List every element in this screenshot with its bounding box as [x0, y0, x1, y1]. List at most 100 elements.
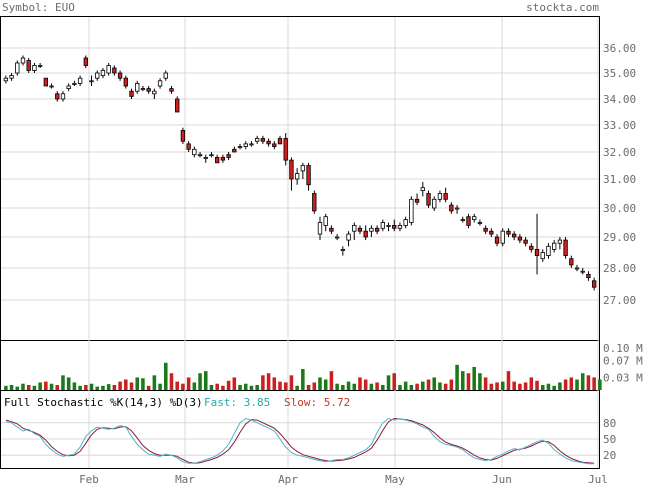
- candle-body: [260, 138, 266, 142]
- volume-bar: [66, 377, 71, 390]
- candle-body: [334, 236, 340, 239]
- volume-bar: [489, 383, 494, 390]
- candle-body: [175, 98, 180, 113]
- candle-body: [32, 65, 37, 71]
- volume-bar: [438, 382, 442, 390]
- volume-bar: [369, 383, 374, 390]
- volume-bar: [415, 383, 419, 390]
- candle-body: [483, 227, 488, 232]
- volume-bar: [506, 371, 511, 390]
- candle-body: [186, 143, 191, 150]
- volume-bar: [141, 378, 145, 390]
- volume-bar: [186, 377, 191, 390]
- volume-tick-label: 0.07 M: [603, 355, 643, 368]
- candle-body: [540, 252, 545, 260]
- volume-bar: [295, 385, 299, 390]
- candle-body: [352, 224, 357, 232]
- candle-body: [534, 248, 540, 256]
- volume-bar: [500, 381, 505, 390]
- candle-body: [551, 242, 557, 250]
- candle-body: [517, 236, 523, 241]
- candle-body: [397, 224, 403, 229]
- volume-axis: 0.03 M 0.07 M0.10 M: [603, 342, 643, 384]
- volume-bar: [203, 371, 208, 390]
- month-label: Jul: [588, 473, 608, 486]
- candle-body: [523, 239, 528, 244]
- volume-bar: [9, 384, 14, 390]
- candle-body: [283, 138, 288, 161]
- candle-body: [129, 90, 134, 97]
- month-label: May: [385, 473, 405, 486]
- volume-bar: [546, 383, 551, 390]
- candle-body: [77, 77, 83, 84]
- candle-body: [83, 57, 88, 66]
- candle-body: [323, 216, 328, 226]
- candle-body: [106, 65, 111, 74]
- volume-bar: [226, 380, 231, 390]
- candle-body: [449, 204, 454, 212]
- volume-bar: [495, 382, 499, 390]
- candle-body: [460, 219, 465, 222]
- candle-body: [294, 173, 300, 180]
- volume-bar: [238, 384, 242, 390]
- volume-bar: [44, 381, 48, 390]
- volume-bar: [529, 377, 534, 390]
- volume-bar: [55, 384, 60, 390]
- candle-body: [60, 93, 66, 100]
- candle-body: [512, 233, 517, 238]
- volume-bar: [341, 384, 345, 390]
- volume-bar: [278, 381, 282, 390]
- volume-bar: [358, 377, 362, 390]
- volume-bar: [89, 383, 94, 390]
- candle-body: [557, 239, 563, 244]
- candle-body: [563, 239, 568, 257]
- candle-body: [26, 60, 31, 71]
- candle-body: [197, 154, 203, 157]
- candle-body: [591, 280, 597, 288]
- candle-body: [500, 230, 505, 244]
- month-label: Feb: [79, 473, 99, 486]
- volume-bar: [363, 379, 368, 390]
- volume-bar: [152, 375, 157, 390]
- volume-bar: [478, 373, 482, 390]
- volume-bar: [329, 371, 334, 390]
- price-tick-label: 36.00: [603, 42, 636, 55]
- price-tick-label: 35.00: [603, 67, 636, 80]
- price-tick-label: 31.00: [603, 173, 636, 186]
- volume-bar: [221, 385, 225, 390]
- candle-body: [380, 222, 385, 229]
- volume-bar: [21, 383, 25, 390]
- volume-bar: [118, 381, 122, 390]
- volume-bar: [215, 383, 219, 390]
- candle-body: [146, 88, 151, 92]
- candle-body: [580, 270, 585, 273]
- price-tick-label: 30.00: [603, 202, 636, 215]
- candle-body: [43, 77, 49, 87]
- candle-body: [574, 267, 580, 270]
- volume-bar: [164, 362, 168, 390]
- candle-body: [357, 227, 363, 232]
- volume-tick-label: 0.03 M: [603, 371, 643, 384]
- volume-bar: [563, 379, 568, 390]
- candle-body: [529, 245, 534, 250]
- stochastic-slow-line: [5, 417, 595, 464]
- volume-bar: [306, 384, 311, 390]
- candle-body: [272, 143, 277, 147]
- price-tick-label: 27.00: [603, 294, 636, 307]
- volume-bar: [381, 384, 385, 390]
- volume-bar: [466, 373, 471, 390]
- volume-bar: [443, 383, 448, 390]
- candle-body: [277, 138, 283, 145]
- stochastic-series: [1, 417, 599, 465]
- stochastic-tick-label: 80: [603, 417, 616, 430]
- volume-bar: [598, 379, 602, 390]
- volume-bar: [72, 382, 77, 390]
- volume-bar: [209, 384, 214, 390]
- candle-body: [569, 258, 574, 266]
- candle-body: [243, 143, 248, 147]
- volume-bar: [449, 379, 454, 390]
- volume-bar: [301, 369, 305, 390]
- stochastic-slow-label: Slow: 5.72: [284, 396, 350, 409]
- volume-bar: [169, 373, 174, 390]
- volume-bar: [84, 384, 88, 390]
